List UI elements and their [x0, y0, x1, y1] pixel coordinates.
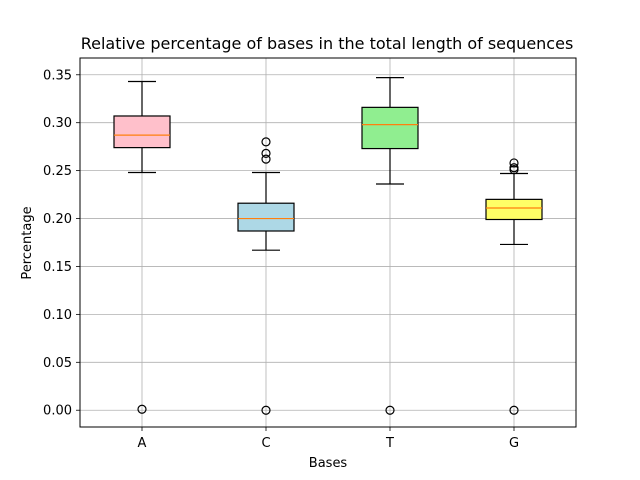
outlier-point — [261, 405, 271, 415]
outlier-point — [137, 404, 147, 414]
outlier-point — [385, 405, 395, 415]
y-tick-label: 0.00 — [43, 404, 72, 419]
outlier-point — [261, 137, 271, 147]
x-tick-label: T — [385, 436, 394, 451]
chart-title: Relative percentage of bases in the tota… — [81, 34, 574, 53]
y-tick-label: 0.05 — [43, 356, 72, 371]
y-axis-label: Percentage — [20, 206, 35, 279]
y-tick-label: 0.25 — [43, 164, 72, 179]
plot-area-frame — [79, 57, 577, 428]
box-g — [485, 158, 543, 415]
y-tick-label: 0.10 — [43, 308, 72, 323]
box-iqr — [113, 115, 171, 149]
x-tick-label: C — [261, 436, 270, 451]
box-c — [237, 137, 295, 415]
box-iqr — [361, 106, 419, 150]
x-tick-label: G — [509, 436, 519, 451]
y-tick-label: 0.30 — [43, 116, 72, 131]
x-tick-label: A — [138, 436, 147, 451]
outlier-point — [261, 154, 271, 164]
outlier-point — [261, 148, 271, 158]
x-axis-label: Bases — [309, 456, 348, 471]
y-tick-label: 0.15 — [43, 260, 72, 275]
box-iqr — [237, 202, 295, 232]
outlier-point — [509, 158, 519, 168]
axis-ticks: 0.00 0.05 0.10 0.15 0.20 0.25 0.30 0.35 A C T G — [43, 68, 519, 451]
y-tick-label: 0.35 — [43, 68, 72, 83]
outlier-point — [509, 405, 519, 415]
box-a — [113, 80, 171, 414]
box-series — [113, 77, 543, 415]
outlier-point — [509, 163, 519, 173]
y-tick-label: 0.20 — [43, 212, 72, 227]
box-t — [361, 77, 419, 415]
box-iqr — [485, 198, 543, 221]
